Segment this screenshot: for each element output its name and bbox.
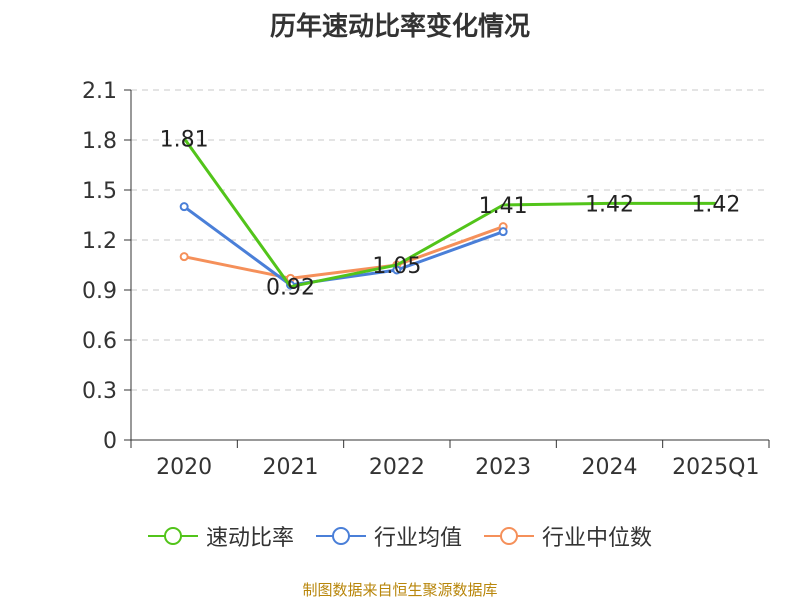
chart-title: 历年速动比率变化情况: [269, 12, 530, 42]
axes: 0 0.3 0.6 0.9 1.2 1.5 1.8 2.1 2020 2021 2022 2023 20…: [82, 79, 770, 480]
x-tick-label: 2023: [475, 455, 531, 480]
grid-lines: [131, 89, 769, 391]
source-note: 制图数据来自恒生聚源数据库: [302, 581, 498, 599]
y-tick-label: 1.8: [82, 129, 117, 154]
data-label: 1.42: [585, 192, 634, 217]
y-tick-label: 1.5: [82, 179, 117, 204]
legend-circle: [331, 527, 350, 545]
data-labels: 1.81 0.92 1.05 1.41 1.42 1.42: [160, 127, 741, 300]
y-tick-label: 0.9: [82, 279, 117, 304]
x-tick-label: 2020: [156, 455, 212, 480]
legend-circle: [163, 527, 182, 545]
y-tick-label: 0.6: [82, 329, 117, 354]
x-tick-label: 2022: [369, 455, 425, 480]
data-label: 1.42: [691, 192, 740, 217]
legend-marker-icon: [147, 527, 198, 545]
x-tick-label: 2025Q1: [672, 455, 759, 480]
legend: 速动比率 行业均值 行业中位数: [0, 520, 800, 552]
data-label: 1.05: [372, 254, 421, 279]
data-label: 1.41: [479, 194, 528, 219]
series-line-1: [183, 205, 504, 287]
data-point: [179, 202, 189, 212]
legend-marker-icon: [484, 527, 534, 545]
data-point: [179, 252, 189, 262]
y-tick-label: 2.1: [82, 79, 117, 104]
x-tick-label: 2024: [582, 455, 638, 480]
legend-label: 行业均值: [373, 526, 462, 551]
y-tick-label: 1.2: [82, 229, 117, 254]
series-lines: [179, 137, 716, 290]
data-label: 1.81: [160, 127, 209, 152]
legend-item[interactable]: 行业中位数: [484, 520, 652, 552]
legend-circle: [500, 527, 518, 545]
series-line-0: [182, 137, 716, 289]
data-point: [498, 227, 508, 237]
legend-marker-icon: [315, 527, 366, 545]
legend-label: 速动比率: [205, 526, 294, 551]
series-line-2: [183, 225, 504, 280]
legend-item[interactable]: 行业均值: [315, 520, 462, 552]
x-tick-label: 2021: [263, 455, 319, 480]
legend-label: 行业中位数: [542, 526, 653, 551]
y-tick-label: 0.3: [82, 379, 117, 404]
data-label: 0.92: [266, 276, 315, 301]
legend-item[interactable]: 速动比率: [147, 520, 294, 552]
y-tick-label: 0: [103, 429, 117, 454]
